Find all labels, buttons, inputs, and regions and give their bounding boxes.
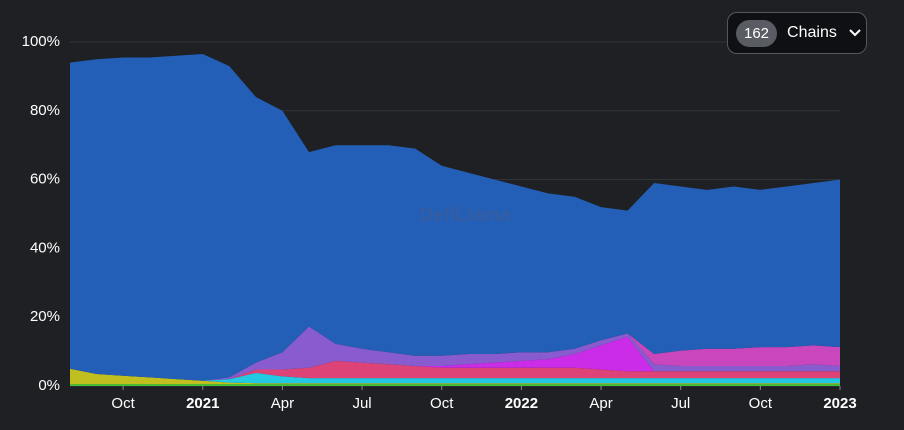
area: [70, 384, 840, 386]
area: [70, 336, 840, 381]
x-tick-label: 2023: [823, 395, 856, 412]
y-tick-label: 100%: [22, 33, 60, 50]
chevron: [849, 29, 861, 37]
y-tick-label: 40%: [30, 239, 60, 256]
selector-label: Chains: [787, 24, 837, 41]
area: [70, 368, 840, 384]
area: [70, 326, 840, 381]
x-tick-label: Jul: [352, 395, 371, 412]
x-tick-label: Oct: [749, 395, 773, 412]
x-tick-label: 2022: [505, 395, 538, 412]
y-tick-label: 80%: [30, 102, 60, 119]
x-tick-label: Oct: [430, 395, 454, 412]
x-tick-label: Jul: [671, 395, 690, 412]
chain-count: 162: [736, 19, 778, 47]
x-tick-label: Oct: [111, 395, 135, 412]
x-tick-label: Apr: [271, 395, 294, 412]
area: [70, 360, 840, 381]
watermark: DefiLlama: [420, 205, 511, 226]
y-tick-label: 60%: [30, 171, 60, 188]
area: [70, 326, 840, 381]
area: [70, 368, 840, 385]
y-tick-label: 0%: [38, 377, 60, 394]
chains-selector[interactable]: 162 Chains: [727, 12, 867, 54]
x-tick-label: Apr: [589, 395, 612, 412]
x-tick-label: 2021: [186, 395, 219, 412]
area: [70, 54, 840, 381]
y-tick-label: 20%: [30, 308, 60, 325]
